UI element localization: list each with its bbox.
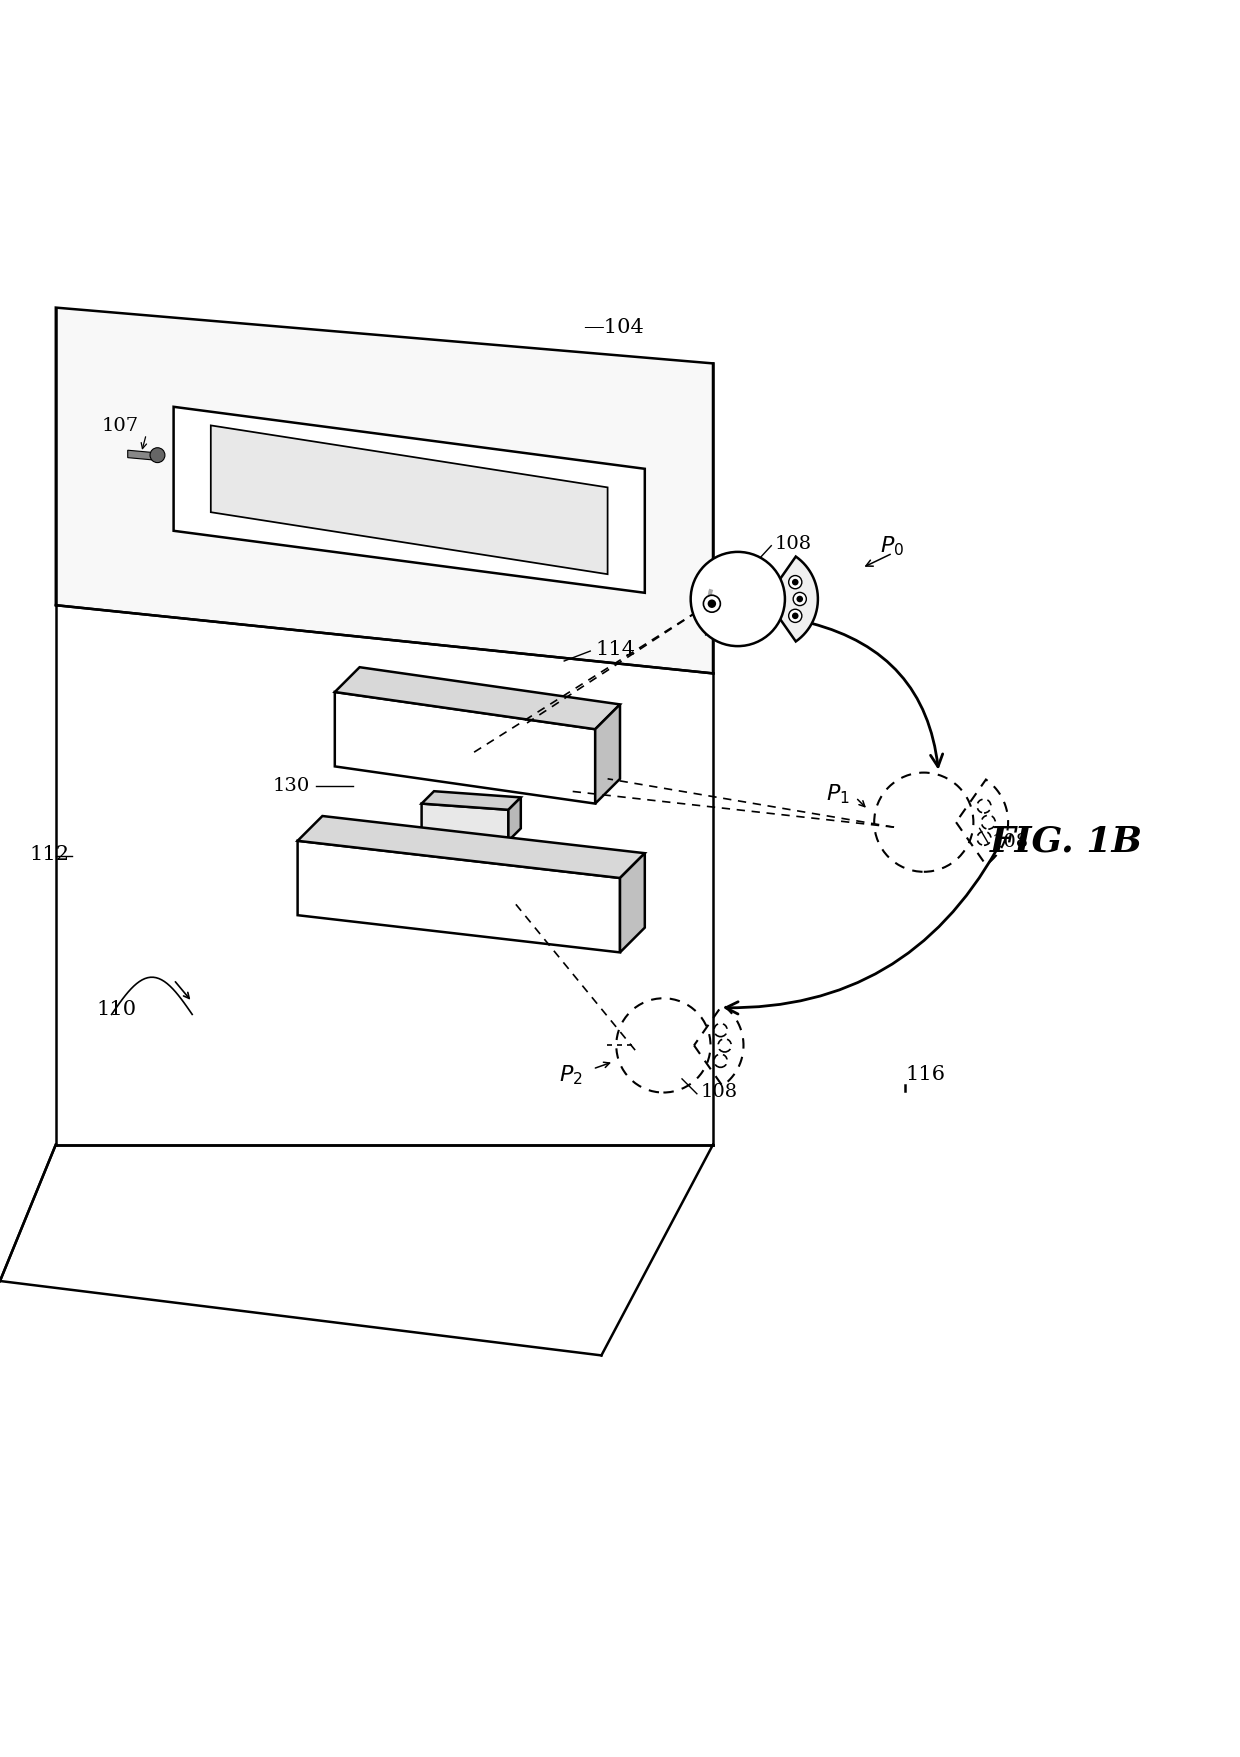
Text: 107: 107	[102, 416, 139, 436]
Text: 114: 114	[595, 640, 635, 659]
Polygon shape	[766, 557, 818, 641]
Text: 110: 110	[97, 1000, 136, 1017]
Polygon shape	[298, 817, 645, 878]
Circle shape	[796, 596, 804, 603]
Text: 116: 116	[905, 1065, 945, 1082]
Text: 112: 112	[30, 843, 69, 863]
Polygon shape	[422, 792, 521, 810]
Polygon shape	[56, 309, 713, 675]
Polygon shape	[335, 692, 595, 805]
Circle shape	[792, 613, 799, 620]
Polygon shape	[508, 798, 521, 842]
Circle shape	[703, 596, 720, 613]
Text: $P_0$: $P_0$	[880, 534, 904, 559]
Polygon shape	[335, 668, 620, 729]
Polygon shape	[211, 427, 608, 575]
Polygon shape	[620, 854, 645, 952]
Circle shape	[708, 601, 717, 608]
Text: $P_2$: $P_2$	[559, 1063, 583, 1086]
Text: 110: 110	[709, 624, 746, 641]
Text: 108: 108	[701, 1082, 738, 1100]
Circle shape	[792, 580, 799, 587]
Text: —104: —104	[583, 318, 644, 337]
Circle shape	[794, 594, 806, 606]
Circle shape	[789, 576, 802, 589]
Text: FIG. 1B: FIG. 1B	[990, 824, 1143, 859]
Circle shape	[691, 552, 785, 647]
Text: 130: 130	[273, 777, 310, 794]
Polygon shape	[298, 842, 620, 952]
Text: 108: 108	[992, 833, 1029, 850]
Polygon shape	[595, 705, 620, 805]
Polygon shape	[128, 452, 155, 460]
Text: 108: 108	[775, 534, 812, 553]
Circle shape	[150, 448, 165, 464]
Polygon shape	[174, 408, 645, 594]
Polygon shape	[422, 805, 508, 842]
Text: $P_1$: $P_1$	[826, 782, 849, 806]
Circle shape	[789, 610, 802, 624]
Polygon shape	[56, 606, 713, 1146]
